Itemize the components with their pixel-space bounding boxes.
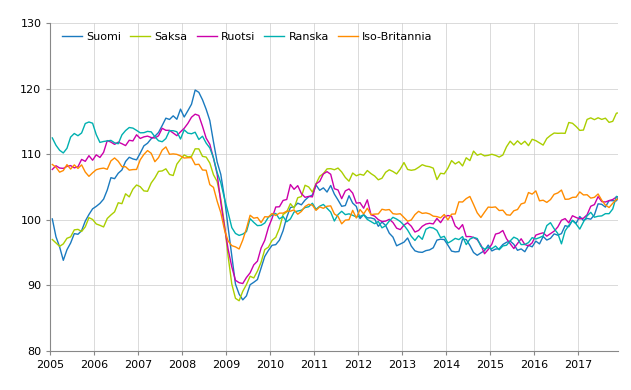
Suomi — [191, 88, 199, 92]
Suomi — [49, 216, 56, 221]
Line: Ruotsi: Ruotsi — [52, 114, 620, 284]
Saksa — [510, 143, 517, 147]
Suomi — [195, 90, 203, 95]
Ruotsi — [448, 214, 456, 219]
Line: Suomi: Suomi — [52, 90, 620, 300]
Iso-Britannia — [195, 162, 203, 167]
Ruotsi — [393, 226, 401, 230]
Line: Saksa: Saksa — [52, 113, 620, 301]
Saksa — [286, 201, 294, 206]
Ranska — [616, 195, 624, 200]
Ruotsi — [191, 112, 199, 117]
Ruotsi — [514, 241, 521, 246]
Ranska — [264, 215, 272, 220]
Ranska — [85, 120, 93, 124]
Ruotsi — [239, 281, 247, 286]
Saksa — [616, 110, 624, 115]
Legend: Suomi, Saksa, Ruotsi, Ranska, Iso-Britannia: Suomi, Saksa, Ruotsi, Ranska, Iso-Britan… — [62, 32, 433, 42]
Ranska — [286, 216, 294, 221]
Ranska — [514, 237, 521, 241]
Ranska — [495, 247, 503, 252]
Ruotsi — [195, 113, 203, 118]
Suomi — [393, 243, 401, 248]
Iso-Britannia — [49, 162, 56, 167]
Suomi — [290, 205, 298, 209]
Ranska — [389, 215, 397, 220]
Iso-Britannia — [616, 197, 624, 201]
Iso-Britannia — [448, 212, 456, 216]
Saksa — [49, 237, 56, 242]
Saksa — [444, 166, 452, 170]
Ruotsi — [616, 194, 624, 199]
Iso-Britannia — [393, 212, 401, 216]
Ranska — [49, 136, 56, 140]
Saksa — [264, 245, 272, 250]
Saksa — [389, 169, 397, 174]
Suomi — [616, 193, 624, 197]
Iso-Britannia — [268, 211, 276, 216]
Saksa — [191, 147, 199, 151]
Line: Ranska: Ranska — [52, 122, 620, 250]
Iso-Britannia — [514, 207, 521, 212]
Suomi — [239, 298, 247, 302]
Iso-Britannia — [235, 246, 243, 251]
Iso-Britannia — [162, 145, 170, 149]
Ranska — [195, 137, 203, 142]
Line: Iso-Britannia: Iso-Britannia — [52, 147, 620, 249]
Saksa — [235, 298, 243, 303]
Ruotsi — [49, 167, 56, 172]
Ruotsi — [268, 216, 276, 221]
Ruotsi — [290, 187, 298, 191]
Suomi — [448, 249, 456, 254]
Suomi — [514, 248, 521, 253]
Suomi — [268, 243, 276, 248]
Ranska — [444, 241, 452, 245]
Iso-Britannia — [290, 207, 298, 212]
